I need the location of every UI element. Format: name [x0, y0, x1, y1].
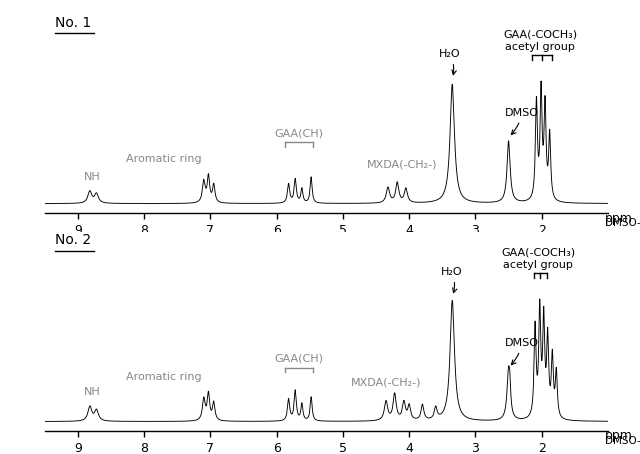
Text: No. 1: No. 1	[55, 15, 91, 30]
Text: Aromatic ring: Aromatic ring	[126, 154, 202, 164]
Text: MXDA(-CH₂-): MXDA(-CH₂-)	[351, 377, 421, 387]
Text: GAA(CH): GAA(CH)	[274, 128, 323, 138]
Text: GAA(CH): GAA(CH)	[274, 354, 323, 364]
Text: NH: NH	[84, 172, 101, 182]
Text: NH: NH	[84, 387, 101, 397]
Text: DMSO-d₆ as solvent: DMSO-d₆ as solvent	[605, 435, 640, 445]
Text: DMSO: DMSO	[506, 108, 540, 134]
Text: H₂O: H₂O	[439, 49, 461, 74]
Text: H₂O: H₂O	[441, 267, 463, 293]
Text: Aromatic ring: Aromatic ring	[126, 372, 202, 382]
Text: ppm: ppm	[605, 429, 632, 443]
Text: ppm: ppm	[605, 212, 632, 225]
Text: GAA(-COCH₃)
acetyl group: GAA(-COCH₃) acetyl group	[503, 29, 577, 52]
Text: DMSO-d₆ as solvent: DMSO-d₆ as solvent	[605, 217, 640, 227]
Text: No. 2: No. 2	[55, 233, 91, 247]
Text: MXDA(-CH₂-): MXDA(-CH₂-)	[367, 159, 438, 169]
Text: DMSO: DMSO	[506, 338, 540, 365]
Text: GAA(-COCH₃)
acetyl group: GAA(-COCH₃) acetyl group	[501, 247, 575, 270]
